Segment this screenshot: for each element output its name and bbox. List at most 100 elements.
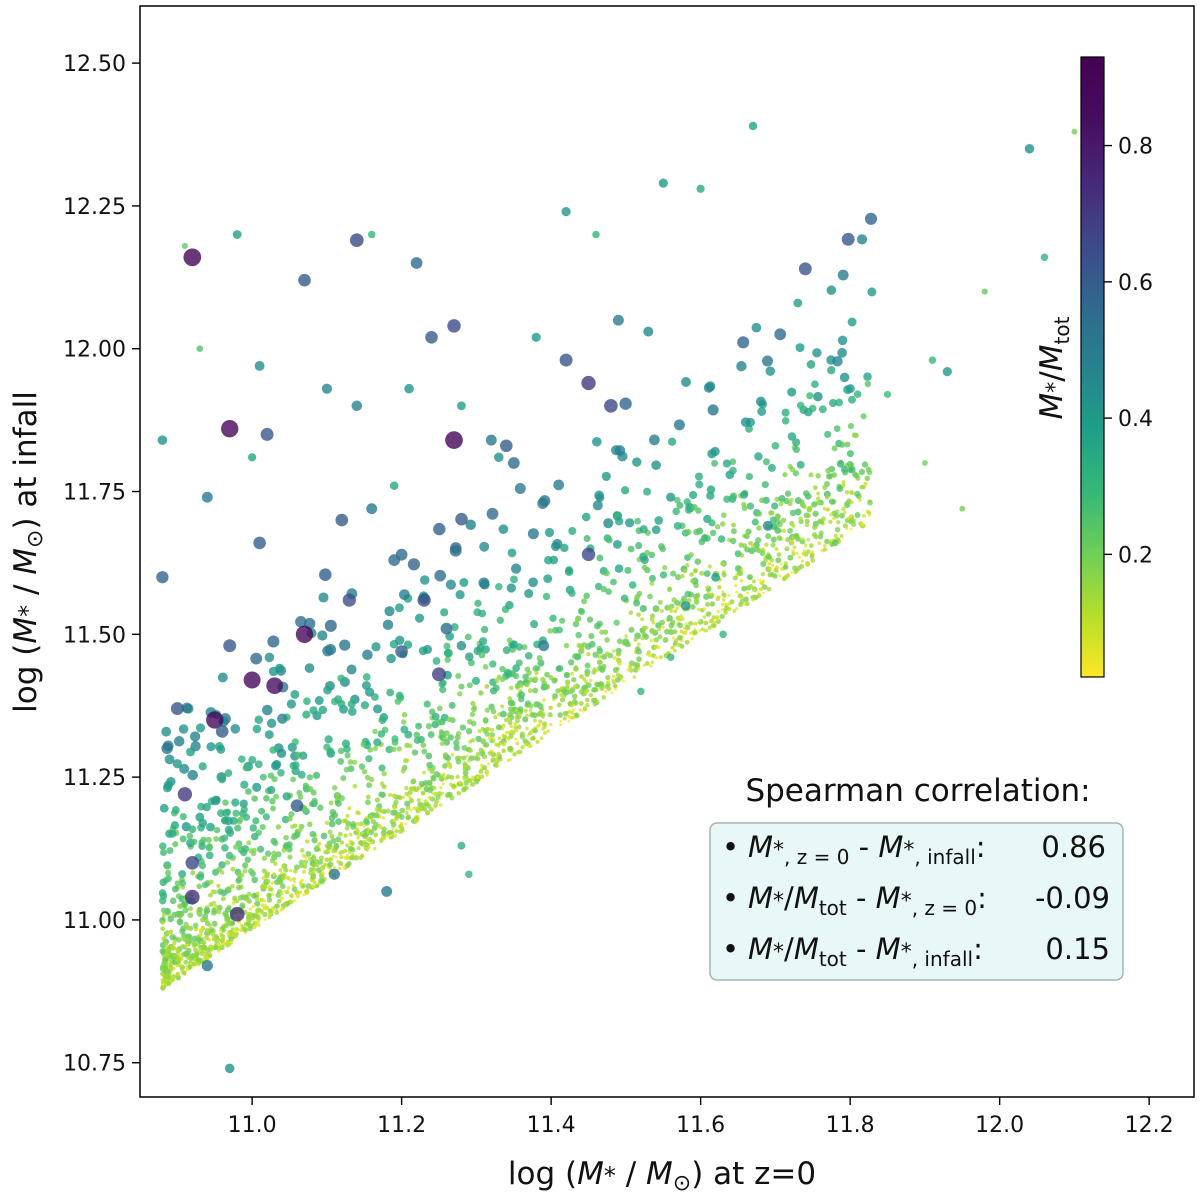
scatter-point: [317, 630, 328, 641]
scatter-point: [455, 673, 462, 679]
scatter-point: [327, 861, 334, 868]
scatter-point: [439, 741, 445, 747]
scatter-point: [805, 562, 810, 566]
scatter-point: [489, 731, 495, 738]
scatter-point: [496, 616, 504, 624]
scatter-point: [546, 729, 550, 733]
scatter-point: [381, 885, 393, 897]
scatter-point: [188, 906, 193, 912]
scatter-points: [156, 121, 1078, 1074]
scatter-point: [730, 537, 737, 545]
scatter-point: [267, 915, 272, 920]
scatter-point: [164, 754, 175, 765]
scatter-point: [824, 430, 832, 438]
scatter-point: [455, 590, 465, 600]
scatter-point: [297, 893, 301, 897]
scatter-point: [523, 708, 528, 713]
scatter-point: [208, 879, 214, 885]
scatter-point: [640, 635, 645, 641]
scatter-point: [771, 563, 775, 568]
scatter-point: [172, 952, 178, 958]
scatter-point: [427, 731, 435, 739]
scatter-point: [365, 687, 375, 697]
scatter-point: [219, 944, 225, 951]
scatter-point: [640, 617, 645, 622]
scatter-point: [524, 588, 534, 599]
scatter-point: [512, 664, 520, 672]
scatter-point: [389, 833, 393, 838]
scatter-point: [836, 520, 841, 525]
scatter-point: [360, 701, 369, 710]
scatter-point: [165, 869, 172, 877]
scatter-point: [653, 645, 658, 650]
scatter-point: [230, 723, 241, 734]
scatter-point: [373, 738, 382, 747]
scatter-point: [829, 513, 833, 517]
scatter-point: [311, 837, 318, 844]
scatter-point: [160, 920, 165, 925]
scatter-point: [456, 640, 467, 651]
scatter-point: [774, 547, 779, 551]
scatter-point: [183, 959, 189, 965]
scatter-point: [438, 776, 445, 782]
scatter-point: [163, 780, 173, 790]
scatter-point: [804, 407, 813, 417]
scatter-point: [594, 622, 601, 630]
scatter-point: [757, 590, 760, 594]
scatter-point: [793, 446, 800, 454]
scatter-point: [232, 809, 240, 817]
scatter-point: [621, 640, 628, 646]
scatter-point: [298, 827, 303, 833]
scatter-point: [548, 705, 553, 710]
scatter-point: [867, 499, 873, 506]
scatter-point: [367, 230, 376, 239]
scatter-point: [784, 546, 790, 552]
scatter-point: [416, 798, 421, 803]
scatter-point: [206, 742, 216, 752]
scatter-point: [177, 903, 183, 909]
scatter-point: [416, 808, 421, 812]
scatter-point: [400, 725, 409, 734]
scatter-point: [314, 844, 320, 850]
scatter-point: [236, 818, 243, 825]
scatter-point: [614, 564, 624, 573]
scatter-point: [864, 212, 878, 225]
scatter-point: [471, 775, 475, 779]
scatter-point: [347, 845, 354, 852]
scatter-point: [547, 628, 553, 634]
scatter-point: [252, 913, 258, 919]
scatter-point: [604, 398, 618, 413]
scatter-point: [553, 479, 565, 491]
scatter-point: [321, 383, 333, 394]
scatter-point: [563, 689, 570, 696]
scatter-point: [772, 573, 778, 579]
scatter-point: [248, 755, 257, 764]
scatter-point: [501, 723, 506, 728]
scatter-point: [611, 679, 616, 685]
scatter-point: [530, 735, 536, 741]
scatter-point: [309, 706, 318, 715]
scatter-point: [844, 441, 851, 448]
scatter-point: [616, 658, 621, 663]
svg-text:M*/Mtot - M*, infall:: M*/Mtot - M*, infall:: [748, 932, 983, 971]
scatter-point: [328, 814, 336, 822]
scatter-point: [399, 589, 410, 600]
scatter-point: [760, 581, 764, 586]
scatter-point: [439, 786, 443, 790]
scatter-point: [251, 876, 259, 884]
scatter-point: [636, 656, 642, 662]
scatter-point: [431, 712, 440, 721]
scatter-point: [338, 850, 343, 855]
scatter-point: [688, 620, 693, 626]
scatter-point: [497, 736, 502, 741]
scatter-point: [394, 828, 399, 834]
scatter-point: [649, 581, 655, 586]
scatter-point: [201, 881, 209, 889]
scatter-point: [516, 714, 522, 720]
scatter-point: [928, 356, 937, 364]
scatter-point: [320, 867, 324, 872]
scatter-point: [564, 679, 571, 685]
scatter-point: [190, 741, 201, 752]
scatter-point: [721, 572, 727, 578]
scatter-point: [654, 655, 657, 659]
